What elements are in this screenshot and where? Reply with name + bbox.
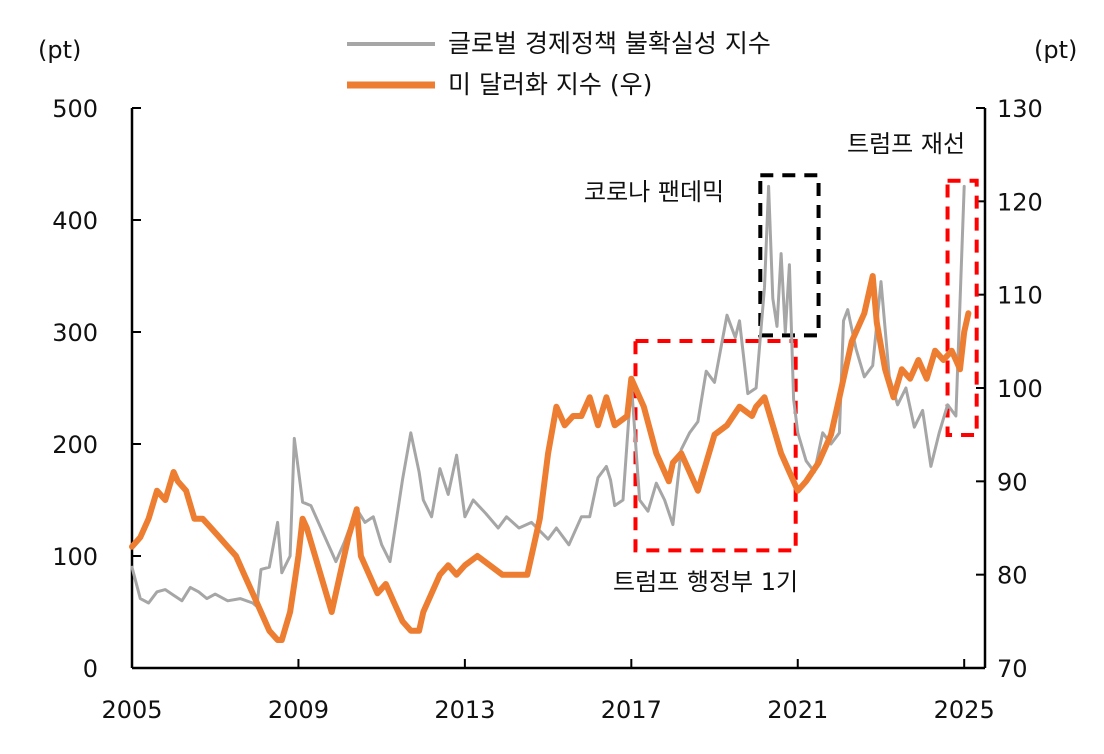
annotation-label-trump-reelection: 트럼프 재선	[847, 130, 965, 158]
left-tick-label: 0	[83, 655, 98, 683]
right-tick-label: 80	[997, 562, 1028, 590]
right-tick-label: 70	[997, 655, 1028, 683]
x-tick-label: 2013	[434, 696, 495, 724]
right-tick-label: 130	[997, 95, 1043, 123]
right-tick-label: 120	[997, 188, 1043, 216]
annotation-label-trump-first-term: 트럼프 행정부 1기	[613, 568, 798, 596]
left-tick-label: 500	[52, 95, 98, 123]
axes: 0 100 200 300 400 500 70 80 90 100 110 120 130 2005…	[52, 95, 1043, 724]
left-tick-label: 400	[52, 207, 98, 235]
right-axis-unit: (pt)	[1034, 36, 1077, 64]
right-tick-label: 90	[997, 468, 1028, 496]
left-axis-unit: (pt)	[38, 36, 81, 64]
x-tick-label: 2025	[934, 696, 995, 724]
annotation-label-covid: 코로나 팬데믹	[584, 178, 724, 206]
legend-label-uncertainty: 글로벌 경제정책 불확실성 지수	[448, 29, 771, 58]
annotation-box-covid	[758, 173, 821, 338]
annotation-box-trump-first-term	[633, 338, 798, 553]
annotation-box-trump-reelection	[945, 178, 979, 438]
right-y-ticks: 70 80 90 100 110 120 130	[976, 95, 1043, 683]
x-tick-label: 2005	[101, 696, 162, 724]
left-y-ticks: 0 100 200 300 400 500	[52, 95, 141, 683]
x-tick-label: 2017	[601, 696, 662, 724]
right-tick-label: 100	[997, 375, 1043, 403]
left-tick-label: 200	[52, 431, 98, 459]
legend: 글로벌 경제정책 불확실성 지수 미 달러화 지수 (우)	[347, 29, 771, 99]
legend-label-dollar-index: 미 달러화 지수 (우)	[448, 70, 652, 99]
series-line-dollar-index	[129, 273, 972, 643]
annotation-boxes	[633, 173, 979, 553]
x-tick-label: 2009	[268, 696, 329, 724]
x-tick-label: 2021	[767, 696, 828, 724]
left-tick-label: 100	[52, 543, 98, 571]
x-ticks: 2005 2009 2013 2017 2021 2025	[101, 659, 995, 724]
series-lines	[129, 184, 972, 643]
left-tick-label: 300	[52, 319, 98, 347]
series-line-uncertainty-index	[130, 184, 966, 608]
right-tick-label: 110	[997, 282, 1043, 310]
